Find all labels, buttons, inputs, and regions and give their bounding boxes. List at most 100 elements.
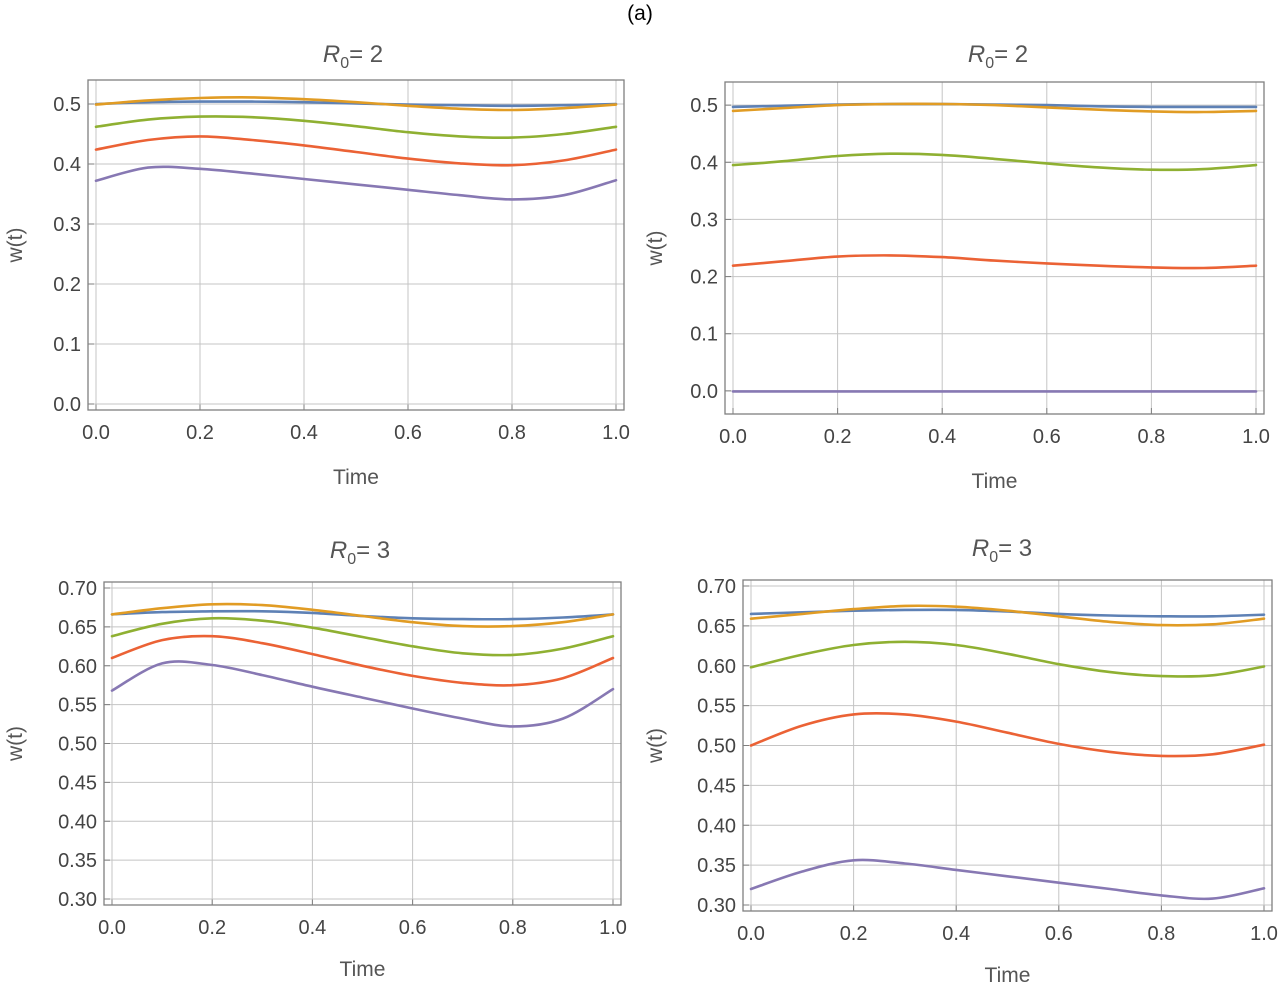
chart-panel-top-left: 0.0 0.2 0.4 0.6 0.8 1.0 0.0 0.1 0.2 0.3 0.4 0.5 R0= … — [4, 41, 630, 489]
y-tick-label: 0.30 — [697, 895, 736, 917]
y-tick-label: 0.1 — [690, 324, 718, 346]
x-tick-label: 0.8 — [498, 422, 526, 444]
x-tick-label: 1.0 — [1250, 923, 1278, 945]
y-tick-label: 0.65 — [697, 616, 736, 638]
y-tick-label: 0.50 — [58, 734, 97, 756]
y-tick-label: 0.70 — [697, 576, 736, 598]
x-tick-label: 0.6 — [394, 422, 422, 444]
plot-frame — [742, 579, 1273, 912]
y-tick-label: 0.45 — [697, 775, 736, 797]
x-tick-label: 0.6 — [1045, 923, 1073, 945]
chart-title-subscript: 0 — [985, 55, 994, 72]
y-axis-label: w(t) — [644, 231, 667, 267]
chart-title-symbol: R — [972, 535, 989, 562]
series-line-green — [94, 115, 618, 140]
series-line-purple — [749, 858, 1266, 901]
x-axis-label: Time — [972, 470, 1018, 493]
y-tick-label: 0.70 — [58, 578, 97, 600]
chart-title-symbol: R — [330, 537, 347, 564]
chart-panel-bottom-left: 0.0 0.2 0.4 0.6 0.8 1.0 0.30 0.35 0.40 0.45 0.50 0.… — [4, 537, 627, 981]
series-line-purple — [94, 165, 618, 201]
y-tick-label: 0.40 — [697, 815, 736, 837]
y-tick-label: 0.50 — [697, 736, 736, 758]
y-tick-label: 0.2 — [690, 267, 718, 289]
y-tick-label: 0.35 — [58, 850, 97, 872]
x-tick-label: 0.0 — [98, 917, 126, 939]
chart-title-subscript: 0 — [347, 551, 356, 568]
y-tick-label: 0.40 — [58, 811, 97, 833]
x-tick-label: 0.0 — [82, 422, 110, 444]
y-tick-label: 0.60 — [697, 656, 736, 678]
x-axis-label: Time — [340, 958, 386, 981]
x-tick-label: 1.0 — [599, 917, 627, 939]
y-tick-label: 0.5 — [690, 95, 718, 117]
chart-title-subscript: 0 — [340, 55, 349, 72]
x-tick-label: 0.4 — [290, 422, 318, 444]
x-tick-label: 1.0 — [1242, 426, 1270, 448]
x-tick-label: 0.4 — [928, 426, 956, 448]
plot-frame — [87, 79, 625, 411]
series-line-green — [731, 152, 1258, 172]
chart-title: R0= 3 — [972, 535, 1032, 566]
y-tick-label: 0.55 — [697, 696, 736, 718]
y-tick-label: 0.45 — [58, 772, 97, 794]
y-axis-label: w(t) — [4, 726, 27, 762]
figure-caption: (a) — [627, 2, 653, 25]
plot-frame — [103, 581, 622, 906]
y-tick-label: 0.4 — [690, 152, 718, 174]
chart-panel-top-right: 0.0 0.2 0.4 0.6 0.8 1.0 0.0 0.1 0.2 0.3 0.4 0.5 R0= … — [644, 41, 1270, 493]
y-axis-label: w(t) — [644, 728, 667, 764]
series-line-orange — [94, 96, 618, 112]
x-tick-label: 0.0 — [737, 923, 765, 945]
y-tick-label: 0.0 — [690, 381, 718, 403]
x-tick-label: 0.4 — [298, 917, 326, 939]
chart-panel-bottom-right: 0.0 0.2 0.4 0.6 0.8 1.0 0.30 0.35 0.40 0.45 0.50 0.… — [644, 535, 1278, 987]
y-tick-label: 0.2 — [53, 274, 81, 296]
series-line-orange — [110, 602, 615, 628]
y-tick-label: 0.55 — [58, 695, 97, 717]
x-tick-label: 0.8 — [499, 917, 527, 939]
x-axis-label: Time — [333, 466, 379, 489]
x-tick-label: 0.0 — [719, 426, 747, 448]
y-tick-label: 0.3 — [690, 209, 718, 231]
chart-title-value: = 3 — [356, 537, 390, 564]
y-tick-label: 0.60 — [58, 656, 97, 678]
chart-title: R0= 2 — [323, 41, 383, 72]
x-tick-label: 0.2 — [186, 422, 214, 444]
chart-title-value: = 2 — [994, 41, 1028, 68]
x-tick-label: 0.4 — [942, 923, 970, 945]
x-tick-label: 0.2 — [198, 917, 226, 939]
chart-title-value: = 3 — [998, 535, 1032, 562]
chart-title: R0= 2 — [968, 41, 1028, 72]
chart-title-symbol: R — [323, 41, 340, 68]
series-line-purple — [110, 660, 615, 728]
y-tick-label: 0.3 — [53, 214, 81, 236]
chart-title-symbol: R — [968, 41, 985, 68]
chart-title: R0= 3 — [330, 537, 390, 568]
series-line-red — [94, 135, 618, 167]
series-line-red — [749, 711, 1266, 758]
plot-frame — [724, 81, 1265, 415]
series-line-red — [731, 254, 1258, 270]
x-tick-label: 1.0 — [602, 422, 630, 444]
x-tick-label: 0.8 — [1147, 923, 1175, 945]
chart-title-value: = 2 — [349, 41, 383, 68]
y-tick-label: 0.30 — [58, 889, 97, 911]
x-tick-label: 0.6 — [1033, 426, 1061, 448]
x-tick-label: 0.8 — [1137, 426, 1165, 448]
y-tick-label: 0.35 — [697, 855, 736, 877]
x-tick-label: 0.6 — [399, 917, 427, 939]
series-line-orange — [749, 604, 1266, 627]
y-tick-label: 0.0 — [53, 394, 81, 416]
y-tick-label: 0.4 — [53, 154, 81, 176]
series-line-red — [110, 634, 615, 687]
series-line-green — [110, 616, 615, 657]
y-axis-label: w(t) — [4, 228, 27, 264]
y-tick-label: 0.1 — [53, 334, 81, 356]
y-tick-label: 0.65 — [58, 617, 97, 639]
y-tick-label: 0.5 — [53, 94, 81, 116]
x-tick-label: 0.2 — [824, 426, 852, 448]
series-line-green — [749, 640, 1266, 678]
x-tick-label: 0.2 — [840, 923, 868, 945]
x-axis-label: Time — [985, 964, 1031, 987]
